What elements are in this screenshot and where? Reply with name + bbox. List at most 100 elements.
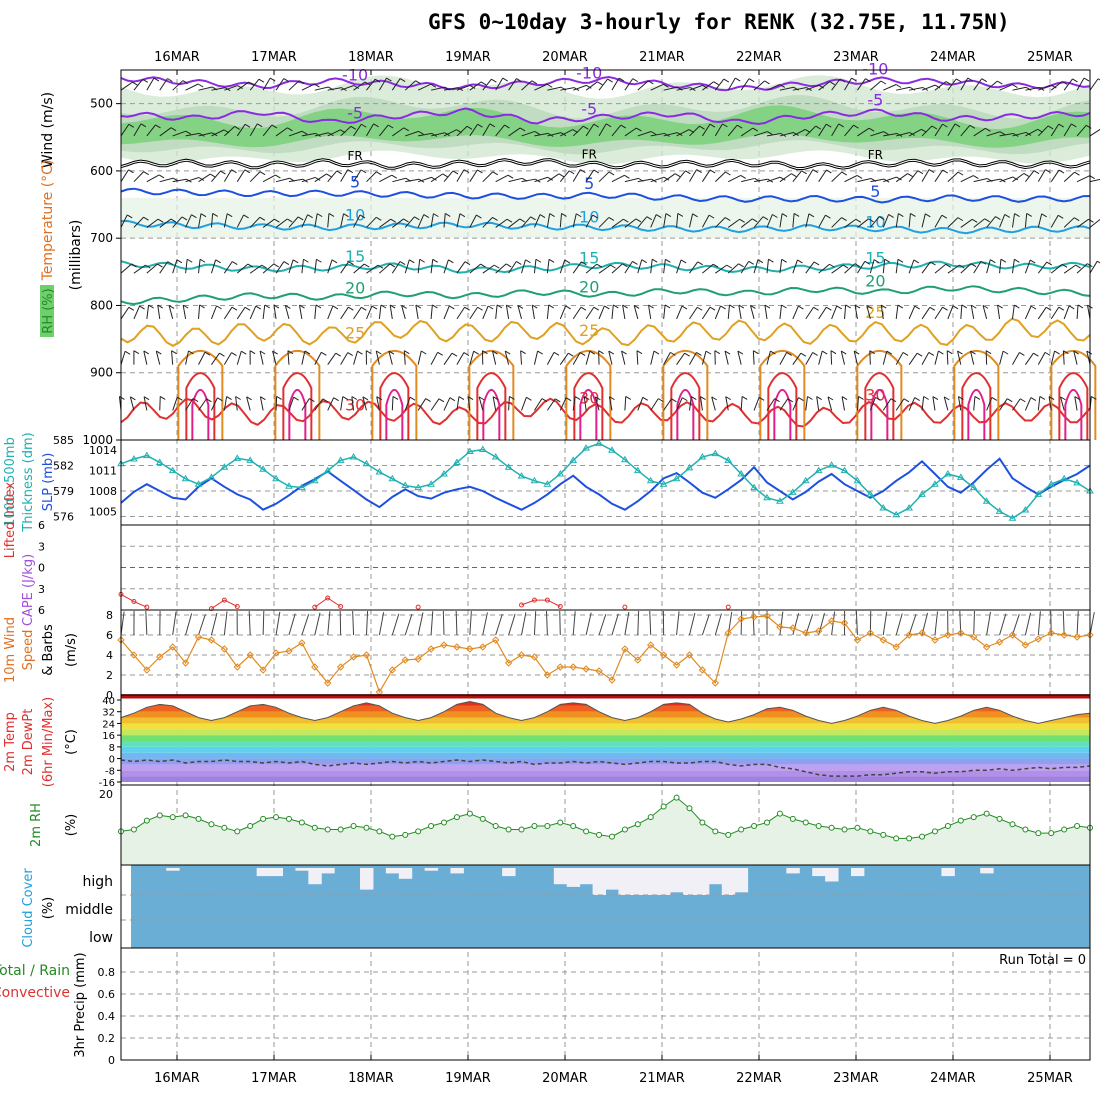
rh-point (803, 820, 808, 825)
rh-point (894, 836, 899, 841)
cloud-gap (657, 868, 670, 895)
wind-barb (842, 397, 844, 411)
temperature-color-band (121, 759, 1090, 765)
axis-label-thickness: Thickness (dm) (21, 432, 36, 532)
wind-barb (909, 353, 917, 364)
wind-barb-flag (231, 353, 236, 356)
wind-barb-flag (721, 306, 726, 309)
rh-point (713, 829, 718, 834)
axis-label-min-max: (6hr Min/Max) (41, 697, 56, 787)
wind-barb (961, 305, 962, 319)
wind-barb-flag (232, 307, 237, 310)
surface-wind-barb (263, 611, 264, 635)
cloud-gap (502, 868, 515, 876)
chart-title: GFS 0~10day 3-hourly for RENK (32.75E, 1… (428, 10, 1010, 34)
wind-barb-flag (449, 306, 454, 309)
axis-label-wind-unit: (m/s) (64, 633, 79, 667)
surface-wind-barb (909, 614, 916, 635)
wind-barb-flag (626, 396, 631, 399)
wind-barb (147, 78, 154, 90)
wind-barb (315, 87, 329, 90)
cloud-gap (399, 868, 412, 879)
wind-barb (147, 175, 159, 182)
surface-temperature-contour (1065, 390, 1081, 440)
wind-barb (625, 178, 639, 181)
wind-barb-flag (739, 264, 744, 267)
wind-barb (935, 264, 946, 273)
wind-barb (560, 353, 568, 364)
rh-point (403, 832, 408, 837)
surface-wind-barb (173, 612, 176, 635)
rh-point (545, 824, 550, 829)
surface-wind-barb (392, 614, 398, 635)
wind-barb-flag (637, 351, 642, 354)
wind-barb-flag (1003, 351, 1008, 354)
wind-barb-flag (896, 85, 901, 88)
wind-barb-flag (1069, 306, 1074, 309)
wind-barb (974, 179, 988, 182)
cloud-gap (593, 868, 606, 895)
wind-barb-flag (914, 260, 919, 263)
wind-barb (418, 259, 420, 273)
rh-point (597, 832, 602, 837)
wind-barb (612, 78, 619, 90)
wind-barb (493, 397, 496, 411)
wind-barb-flag (904, 399, 909, 402)
lifted-index-line (121, 594, 147, 607)
cloud-gap (722, 868, 735, 895)
wind-barb-flag (782, 305, 787, 308)
surface-wind-barb (146, 611, 147, 635)
wind-barb (677, 260, 682, 273)
surface-wind-barb (443, 611, 444, 635)
panel-frame (121, 610, 1090, 695)
wind-barb (1090, 79, 1098, 90)
wind-barb (909, 171, 918, 182)
temperature-color-band (121, 729, 1090, 735)
surface-wind-barb (509, 614, 516, 635)
wind-barb (870, 81, 881, 90)
rh-point (454, 815, 459, 820)
wind-barb (1064, 306, 1069, 319)
cloud-gap (980, 868, 993, 873)
cloud-gap (941, 868, 954, 876)
wind-barb-flag (735, 78, 740, 81)
rh-point (868, 829, 873, 834)
rh-point (881, 832, 886, 837)
rh-point (519, 827, 524, 832)
wind-barb-flag (947, 351, 952, 354)
cloud-gap (851, 868, 864, 876)
wind-barb (793, 306, 799, 319)
wind-barb (780, 305, 782, 319)
wind-barb (392, 178, 406, 181)
thickness-tick-label: 585 (53, 434, 74, 447)
rh-point (390, 834, 395, 839)
wind-barb (599, 172, 609, 182)
wind-barb (211, 171, 220, 182)
wind-barb-flag (260, 172, 265, 175)
wind-barb-flag (997, 81, 1002, 84)
wind-barb (444, 306, 449, 319)
wind-barb (845, 175, 858, 181)
axis-label-temperature: Temperature (°C) (40, 160, 56, 282)
wind-barb-flag (791, 174, 796, 177)
wind-barb (649, 305, 651, 319)
axis-label-barbs: & Barbs (41, 624, 56, 676)
wind-barb-flag (452, 353, 457, 356)
wind-barb-flag (652, 259, 657, 262)
surface-wind-barb (1090, 612, 1094, 635)
wind-tick-label: 6 (106, 629, 113, 642)
wind-barb-flag (962, 305, 967, 308)
rh-point (829, 825, 834, 830)
rh-point (790, 816, 795, 821)
rh-point (971, 815, 976, 820)
top-date-label: 19MAR (445, 50, 491, 65)
top-date-label: 24MAR (930, 50, 976, 65)
bottom-date-label: 24MAR (930, 1071, 976, 1086)
precip-tick-label: 0.6 (98, 988, 116, 1001)
wind-barb (444, 171, 453, 182)
wind-barb (623, 305, 625, 319)
wind-barb (390, 305, 392, 319)
rh-point (235, 829, 240, 834)
rh-point (209, 822, 214, 827)
wind-barb-flag (765, 81, 770, 84)
